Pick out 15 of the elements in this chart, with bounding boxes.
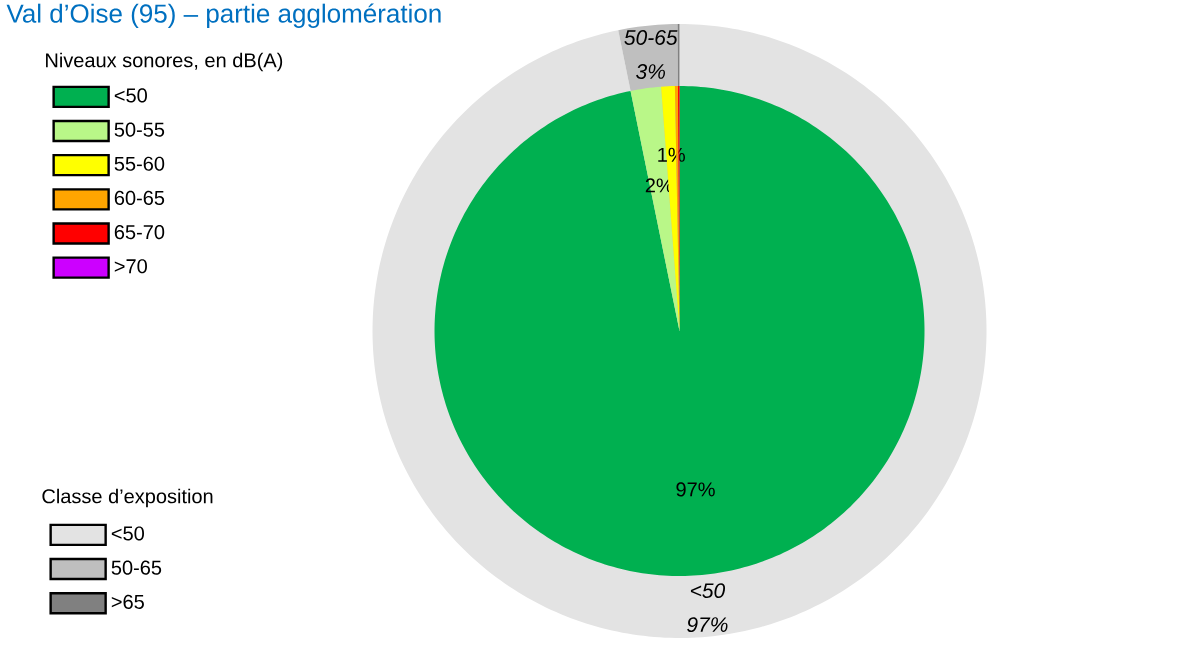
data-label: 97% — [676, 482, 715, 497]
data-label: 50-65 3% — [624, 30, 678, 79]
chart-title: Val d’Oise (95) – partie agglomération — [6, 3, 441, 28]
legend-label: 50-55 — [114, 122, 165, 137]
legend-label: >70 — [114, 259, 147, 274]
legend-label: <50 — [114, 88, 147, 103]
legend-label: 55-60 — [114, 156, 165, 171]
legend-label: 65-70 — [114, 225, 165, 240]
legend-title: Classe d’exposition — [42, 488, 213, 508]
legend-label: <50 — [111, 526, 144, 541]
legend-label: 60-65 — [114, 190, 165, 205]
legend-label: 50-65 — [111, 560, 162, 575]
data-label: <50 97% — [687, 583, 728, 633]
legend-label: >65 — [111, 594, 144, 609]
legend-title: Niveaux sonores, en dB(A) — [46, 52, 283, 72]
